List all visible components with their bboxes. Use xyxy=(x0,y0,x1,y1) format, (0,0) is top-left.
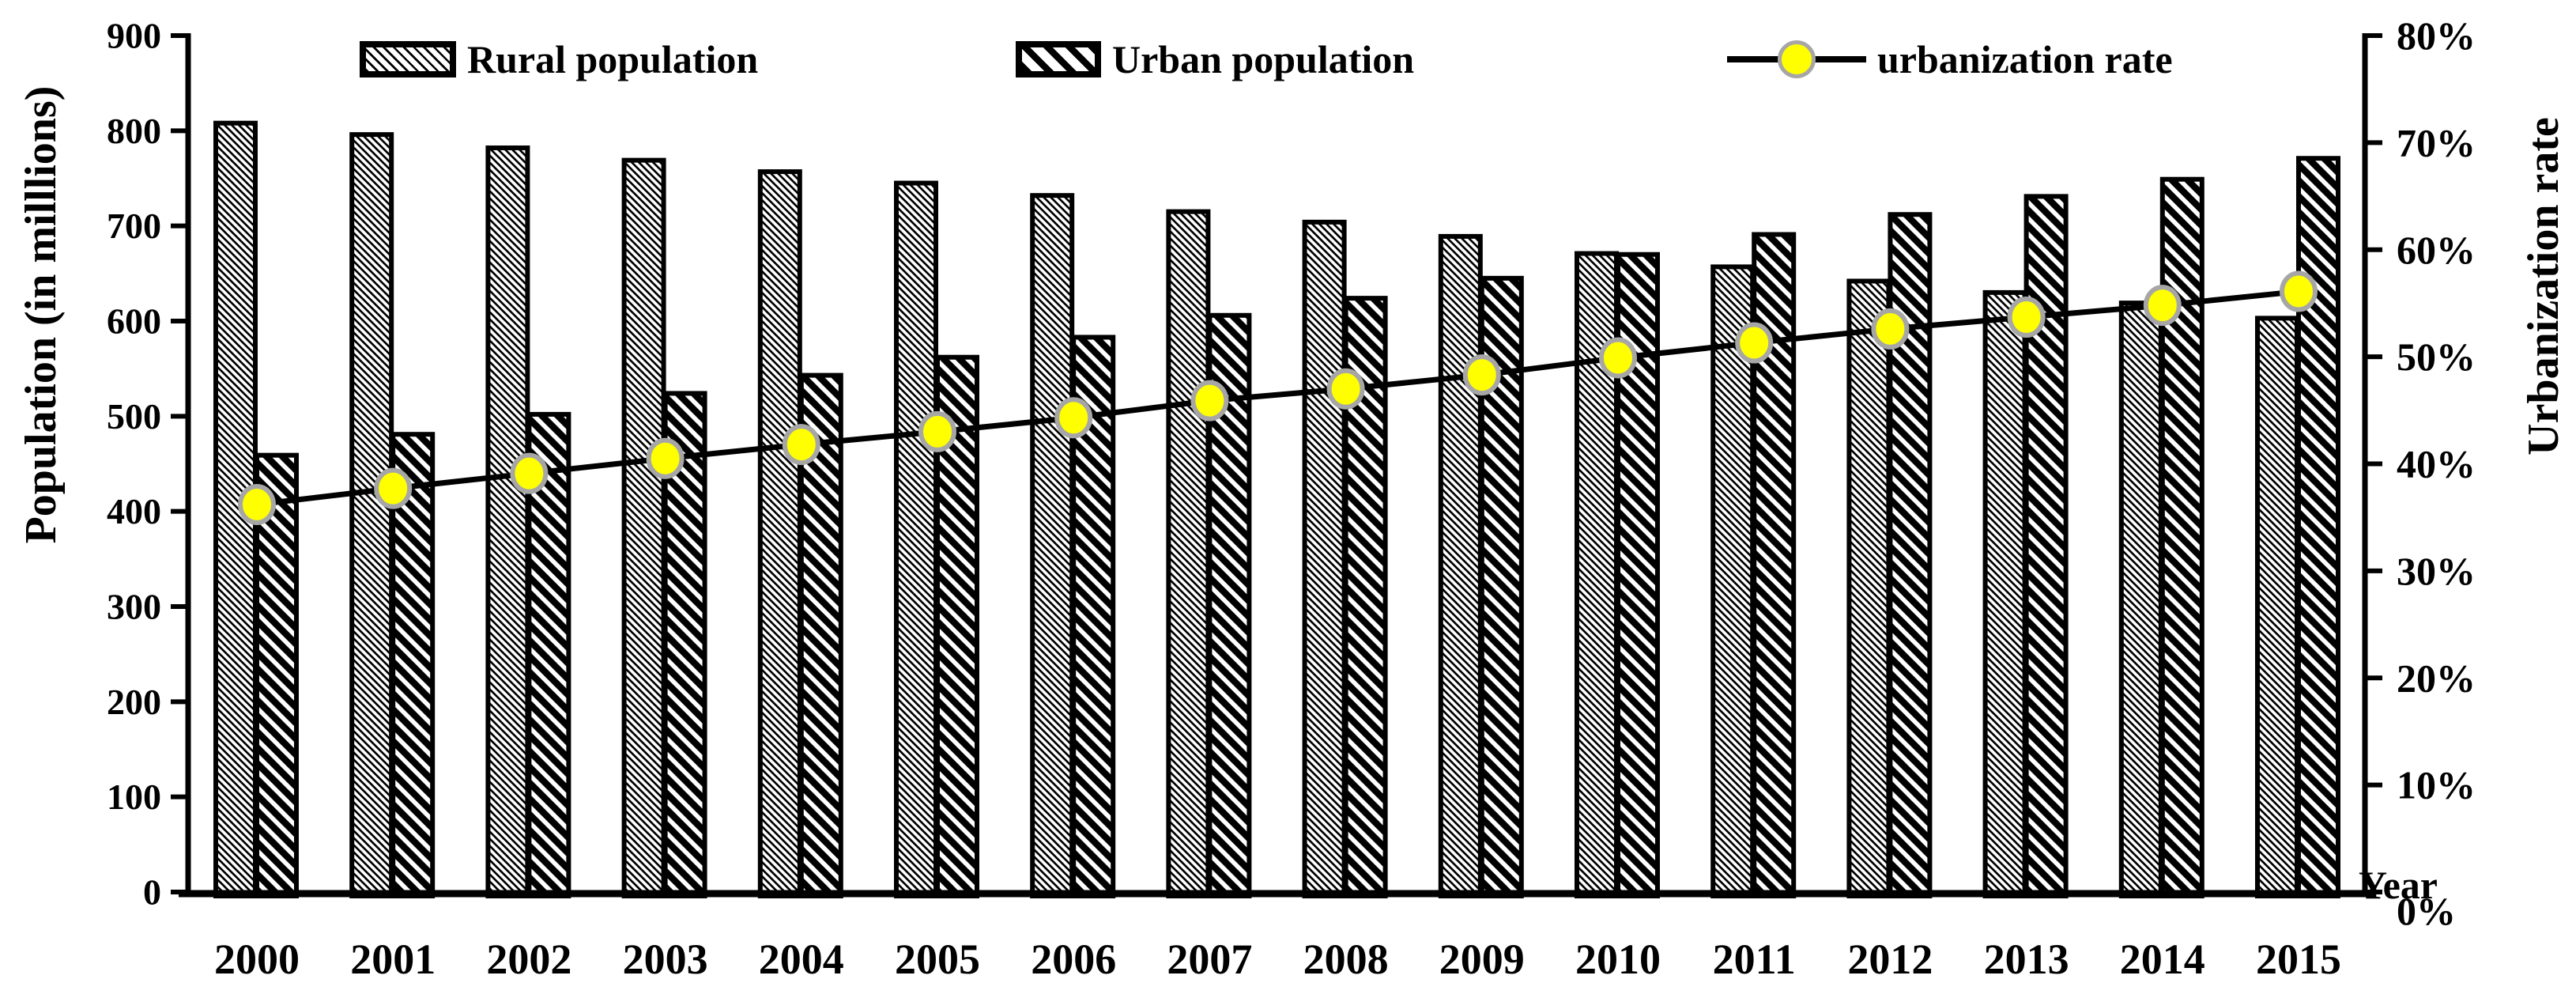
urbanization-rate-marker xyxy=(2007,297,2046,338)
x-axis-year-label: 2014 xyxy=(2120,936,2205,983)
right-axis-tick-label: 20% xyxy=(2397,656,2476,700)
left-axis-tick-label: 300 xyxy=(107,587,161,627)
urbanization-rate-marker xyxy=(1599,337,1637,379)
right-axis-tick-label: 80% xyxy=(2397,13,2476,58)
urbanization-rate-marker xyxy=(2280,270,2318,312)
urbanization-rate-marker xyxy=(1054,397,1093,439)
rural-population-bar xyxy=(621,157,666,899)
right-axis-tick-label: 40% xyxy=(2397,442,2476,486)
x-axis-year-label: 2006 xyxy=(1031,936,1116,983)
right-axis-tick-label: 60% xyxy=(2397,228,2476,272)
rural-population-bar xyxy=(2118,301,2163,898)
urbanization-rate-marker xyxy=(1190,380,1229,422)
rural-hatch-swatch xyxy=(360,41,456,77)
right-axis-title: Urbanization rate xyxy=(2519,117,2568,456)
rural-population-bar xyxy=(1982,289,2027,898)
left-axis-title: Population (in milllions) xyxy=(17,85,66,544)
urbanization-rate-marker xyxy=(374,467,413,509)
rural-population-bar xyxy=(894,180,938,898)
urban-hatch-swatch xyxy=(1016,41,1101,77)
x-axis-year-label: 2010 xyxy=(1575,936,1661,983)
rural-population-bar xyxy=(1166,209,1211,899)
x-axis-year-label: 2005 xyxy=(895,936,980,983)
x-axis-year-label: 2012 xyxy=(1847,936,1933,983)
right-axis-tick-label: 0% xyxy=(2397,889,2456,933)
rural-population-bar xyxy=(349,132,394,898)
left-axis-tick-label: 800 xyxy=(107,111,161,151)
x-axis-year-label: 2015 xyxy=(2256,936,2341,983)
legend-label-rural: Rural population xyxy=(467,37,759,81)
urbanization-rate-marker xyxy=(1326,368,1365,410)
axes-layer: 2000 2001 2002 2003 2004 2005 2006 2007 2008 2009… xyxy=(107,13,2476,983)
legend-label-urban: Urban population xyxy=(1112,37,1415,81)
urbanization-rate-marker xyxy=(646,437,685,479)
urban-population-bar xyxy=(2296,156,2340,899)
x-axis-year-label: 2007 xyxy=(1167,936,1252,983)
rural-population-bar xyxy=(1030,193,1075,899)
urbanization-rate-marker xyxy=(238,483,276,525)
left-axis-tick-label: 600 xyxy=(107,301,161,342)
left-axis-tick-label: 900 xyxy=(107,16,161,56)
rural-population-bar xyxy=(1438,233,1483,898)
right-axis-tick-label: 50% xyxy=(2397,335,2476,379)
x-axis-year-label: 2011 xyxy=(1713,936,1796,983)
legend-line-and-marker xyxy=(1727,40,1866,78)
x-axis-year-label: 2002 xyxy=(486,936,571,983)
urbanization-rate-marker xyxy=(1871,308,1910,350)
right-axis-tick-label: 70% xyxy=(2397,120,2476,164)
rural-population-bar xyxy=(485,145,530,898)
legend-item-rural-population: Rural population xyxy=(360,37,759,81)
left-axis-tick-label: 400 xyxy=(107,491,161,531)
urbanization-rate-marker xyxy=(1462,354,1501,396)
x-axis-year-label: 2004 xyxy=(759,936,844,983)
legend-label-rate: urbanization rate xyxy=(1877,37,2173,81)
left-axis-tick-label: 0 xyxy=(143,872,161,913)
x-axis-year-label: 2008 xyxy=(1303,936,1389,983)
legend-marker-sample xyxy=(1778,40,1816,78)
x-axis-year-label: 2003 xyxy=(623,936,708,983)
left-axis-tick-label: 700 xyxy=(107,206,161,246)
urbanization-rate-marker xyxy=(918,410,956,452)
left-axis-tick-label: 100 xyxy=(107,777,161,817)
rural-population-bar xyxy=(757,169,802,898)
x-axis-title: Year xyxy=(2359,863,2438,907)
right-axis-tick-label: 10% xyxy=(2397,763,2476,807)
urbanization-rate-line xyxy=(256,289,2299,508)
urban-population-bar xyxy=(526,411,571,898)
right-axis-tick-label: 30% xyxy=(2397,549,2476,593)
x-axis-year-label: 2013 xyxy=(1984,936,2069,983)
rural-population-bar xyxy=(1846,278,1891,898)
bars-layer xyxy=(213,120,2340,899)
urbanization-rate-marker xyxy=(782,424,820,466)
left-axis-tick-label: 200 xyxy=(107,682,161,722)
legend-item-urbanization-rate: urbanization rate xyxy=(1727,37,2173,81)
urbanization-rate-marker xyxy=(1735,322,1774,364)
left-axis-tick-label: 500 xyxy=(107,396,161,437)
legend-item-urban-population: Urban population xyxy=(1016,37,1415,81)
urbanization-rate-marker xyxy=(2143,285,2182,327)
rural-population-bar xyxy=(1302,219,1347,898)
x-axis-year-label: 2009 xyxy=(1439,936,1525,983)
urbanization-rate-marker xyxy=(510,452,549,494)
rural-population-bar xyxy=(2255,316,2299,898)
x-axis-year-label: 2000 xyxy=(214,936,300,983)
x-axis-year-label: 2001 xyxy=(350,936,436,983)
rate-line-layer xyxy=(238,270,2318,525)
